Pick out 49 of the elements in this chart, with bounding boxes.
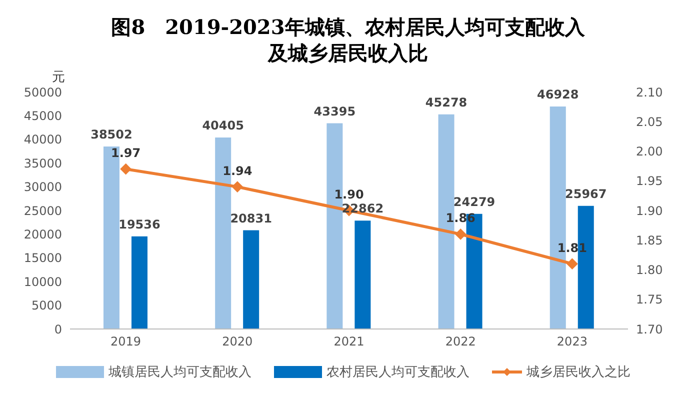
point xyxy=(232,181,243,192)
data-label: 40405 xyxy=(202,118,244,132)
y2-tick-label: 1.95 xyxy=(636,174,663,188)
x-tick-label: 2021 xyxy=(334,334,364,349)
y-tick-label: 35000 xyxy=(24,156,62,170)
x-tick-label: 2019 xyxy=(110,334,142,349)
y-tick-label: 45000 xyxy=(24,108,62,123)
y-axis-title: 元 xyxy=(52,69,65,86)
y2-tick-label: 1.75 xyxy=(636,292,663,307)
bar xyxy=(243,230,260,329)
y2-tick-label: 1.70 xyxy=(636,322,663,336)
y2-tick-label: 1.85 xyxy=(636,233,663,248)
legend-label: 农村居民人均可支配收入 xyxy=(326,364,470,381)
y2-tick-label: 2.05 xyxy=(636,114,663,129)
y-tick-label: 50000 xyxy=(24,85,62,100)
bar xyxy=(131,236,148,329)
data-label: 46928 xyxy=(537,88,579,102)
data-label: 25967 xyxy=(565,186,607,201)
data-label: 1.94 xyxy=(222,164,252,178)
y-tick-label: 0 xyxy=(54,322,62,336)
y2-tick-label: 2.00 xyxy=(636,144,663,159)
data-label: 1.90 xyxy=(334,188,364,202)
y-tick-label: 15000 xyxy=(24,251,62,266)
data-label: 19536 xyxy=(118,217,160,232)
y-tick-label: 30000 xyxy=(24,180,62,194)
legend-label: 城乡居民收入之比 xyxy=(526,364,630,381)
bar xyxy=(354,220,371,329)
y2-tick-label: 1.80 xyxy=(636,263,663,278)
point xyxy=(120,164,132,175)
data-label: 20831 xyxy=(230,211,272,226)
data-label: 45278 xyxy=(425,95,468,110)
y2-tick-label: 2.10 xyxy=(636,85,663,100)
legend-label: 城镇居民人均可支配收入 xyxy=(108,364,252,381)
data-label: 24279 xyxy=(453,194,496,209)
x-tick-label: 2023 xyxy=(556,334,588,349)
y-tick-label: 20000 xyxy=(24,227,62,242)
y-tick-label: 25000 xyxy=(24,204,62,218)
y-tick-label: 5000 xyxy=(31,298,62,313)
data-label: 38502 xyxy=(90,128,132,142)
chart-title: 图8 2019-2023年城镇、农村居民人均可支配收入及城乡居民收入比 xyxy=(110,14,586,66)
y2-tick-label: 1.90 xyxy=(636,204,663,218)
point xyxy=(566,258,578,270)
y-tick-label: 40000 xyxy=(24,132,62,147)
y-tick-label: 10000 xyxy=(24,274,62,289)
x-tick-label: 2022 xyxy=(445,334,476,349)
data-label: 1.97 xyxy=(110,146,141,160)
point xyxy=(455,228,466,240)
data-label: 43395 xyxy=(314,104,356,118)
x-tick-label: 2020 xyxy=(222,334,253,349)
